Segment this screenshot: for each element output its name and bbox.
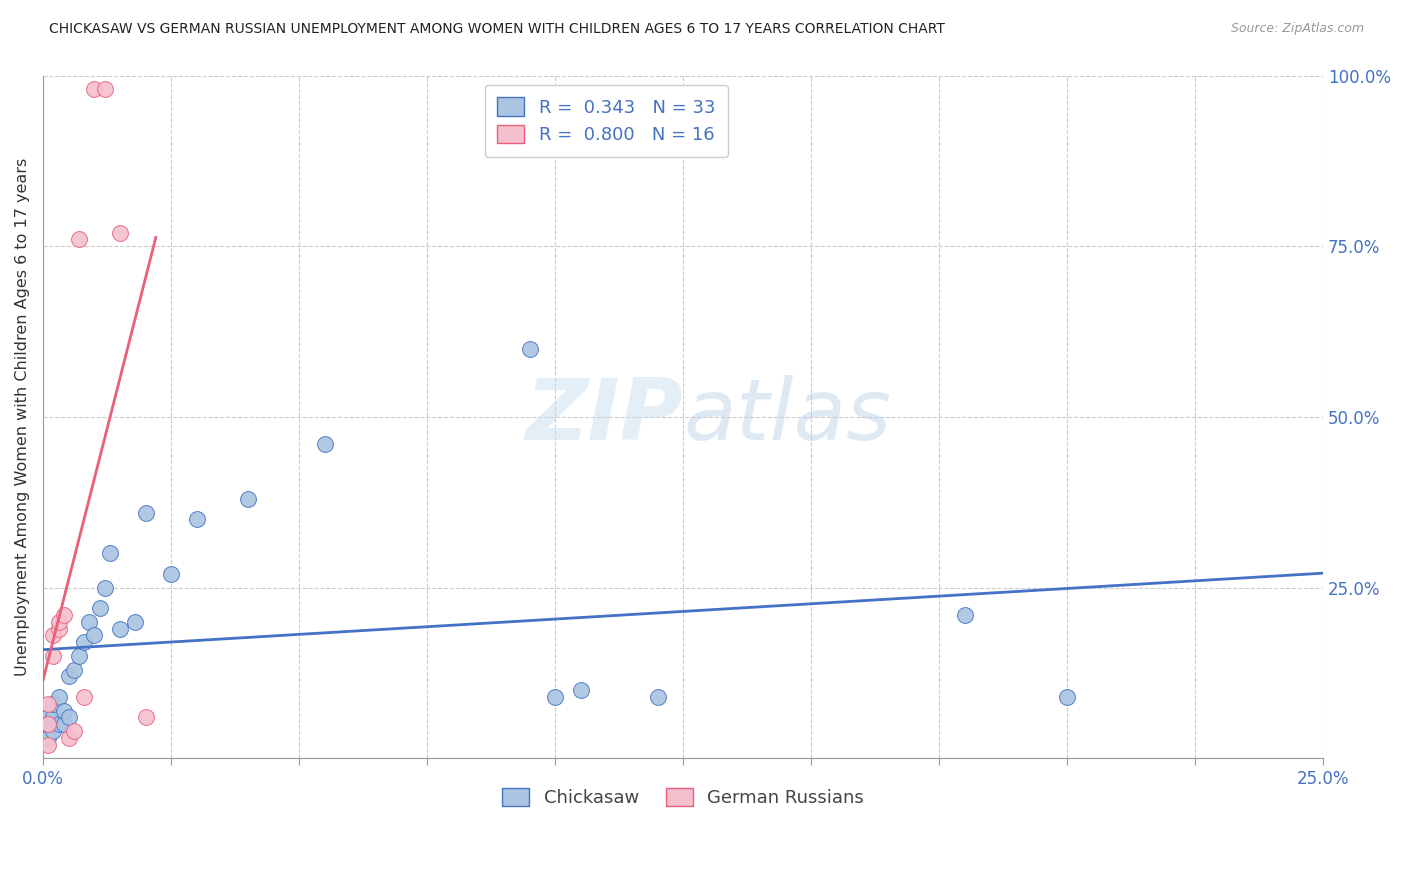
Point [52, 607, 75, 622]
Point [135, 506, 157, 520]
Point [647, 690, 669, 704]
Point [98, 547, 121, 561]
Y-axis label: Unemployment Among Women with Children Ages 6 to 17 years: Unemployment Among Women with Children A… [15, 158, 30, 676]
Point [186, 512, 208, 526]
Point [48, 622, 70, 636]
Point [93, 82, 115, 96]
Text: atlas: atlas [683, 376, 891, 458]
Point [108, 622, 131, 636]
Point [42, 697, 65, 711]
Point [42, 648, 65, 663]
Point [58, 669, 80, 683]
Point [73, 690, 96, 704]
Point [63, 663, 86, 677]
Point [37, 731, 59, 745]
Point [544, 690, 567, 704]
Point [93, 581, 115, 595]
Point [42, 710, 65, 724]
Point [108, 226, 131, 240]
Point [160, 566, 183, 581]
Legend: Chickasaw, German Russians: Chickasaw, German Russians [495, 780, 872, 814]
Point [52, 717, 75, 731]
Text: CHICKASAW VS GERMAN RUSSIAN UNEMPLOYMENT AMONG WOMEN WITH CHILDREN AGES 6 TO 17 : CHICKASAW VS GERMAN RUSSIAN UNEMPLOYMENT… [49, 22, 945, 37]
Point [569, 683, 592, 698]
Point [42, 628, 65, 642]
Text: ZIP: ZIP [526, 376, 683, 458]
Point [48, 717, 70, 731]
Point [42, 724, 65, 739]
Point [1056, 690, 1078, 704]
Point [37, 697, 59, 711]
Point [37, 710, 59, 724]
Point [135, 710, 157, 724]
Point [73, 635, 96, 649]
Point [63, 724, 86, 739]
Point [37, 717, 59, 731]
Point [83, 82, 105, 96]
Point [519, 342, 541, 356]
Point [58, 731, 80, 745]
Point [89, 601, 111, 615]
Point [52, 704, 75, 718]
Point [124, 615, 146, 629]
Point [48, 690, 70, 704]
Point [67, 232, 90, 246]
Point [37, 738, 59, 752]
Point [953, 607, 976, 622]
Point [48, 615, 70, 629]
Text: Source: ZipAtlas.com: Source: ZipAtlas.com [1230, 22, 1364, 36]
Point [67, 648, 90, 663]
Point [58, 710, 80, 724]
Point [77, 615, 100, 629]
Point [314, 437, 336, 451]
Point [83, 628, 105, 642]
Point [37, 717, 59, 731]
Point [236, 491, 259, 506]
